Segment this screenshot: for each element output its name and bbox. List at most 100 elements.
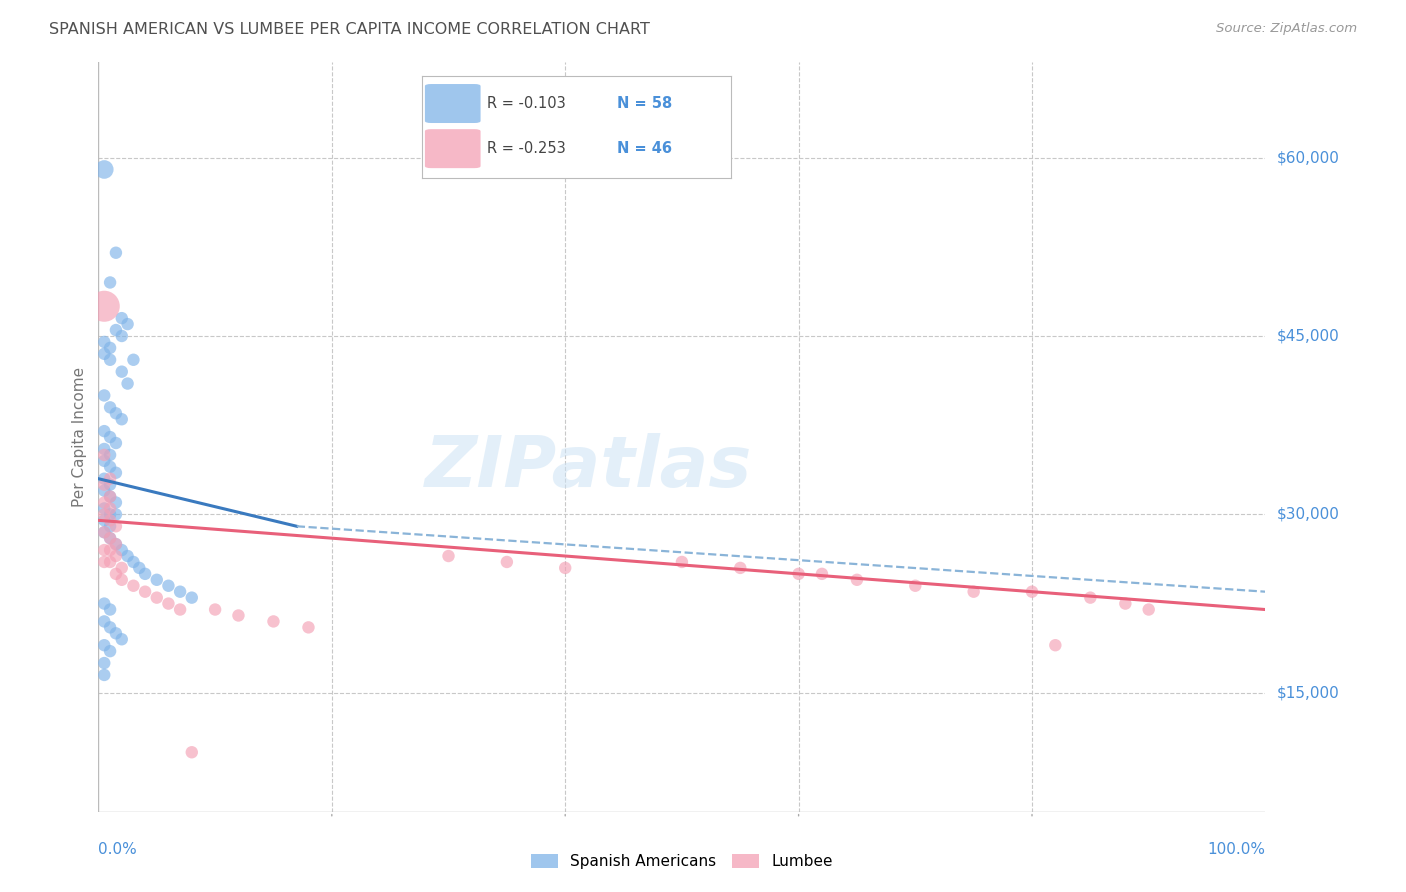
- Point: [111, 573, 134, 587]
- Point: [104, 436, 127, 450]
- Point: [104, 519, 127, 533]
- Point: [98, 543, 121, 558]
- Point: [93, 525, 115, 540]
- Point: [98, 644, 121, 658]
- Point: [146, 591, 169, 605]
- Point: [93, 525, 115, 540]
- Point: [104, 323, 127, 337]
- Point: [671, 555, 693, 569]
- Text: $45,000: $45,000: [1277, 328, 1340, 343]
- Point: [169, 584, 191, 599]
- Point: [93, 615, 115, 629]
- Point: [98, 490, 121, 504]
- Point: [104, 406, 127, 420]
- Point: [98, 531, 121, 545]
- Point: [104, 537, 127, 551]
- Point: [98, 602, 121, 616]
- Point: [98, 448, 121, 462]
- Point: [811, 566, 834, 581]
- Point: [98, 555, 121, 569]
- Point: [98, 508, 121, 522]
- Point: [104, 495, 127, 509]
- Point: [180, 745, 202, 759]
- Point: [93, 483, 115, 498]
- Point: [93, 555, 115, 569]
- Point: [111, 329, 134, 343]
- Text: 100.0%: 100.0%: [1208, 842, 1265, 857]
- Point: [93, 638, 115, 652]
- Text: R = -0.103: R = -0.103: [486, 96, 565, 111]
- Point: [98, 620, 121, 634]
- Point: [1045, 638, 1067, 652]
- FancyBboxPatch shape: [425, 129, 481, 168]
- Point: [93, 448, 115, 462]
- Point: [93, 334, 115, 349]
- Point: [117, 317, 139, 331]
- Text: SPANISH AMERICAN VS LUMBEE PER CAPITA INCOME CORRELATION CHART: SPANISH AMERICAN VS LUMBEE PER CAPITA IN…: [49, 22, 650, 37]
- Legend: Spanish Americans, Lumbee: Spanish Americans, Lumbee: [524, 848, 839, 875]
- Point: [93, 543, 115, 558]
- Point: [111, 543, 134, 558]
- Point: [98, 490, 121, 504]
- Point: [104, 549, 127, 563]
- Point: [98, 477, 121, 491]
- Text: 0.0%: 0.0%: [98, 842, 138, 857]
- Point: [104, 245, 127, 260]
- Point: [1114, 597, 1136, 611]
- Point: [962, 584, 984, 599]
- Point: [111, 412, 134, 426]
- Point: [98, 352, 121, 367]
- Point: [134, 566, 156, 581]
- Point: [496, 555, 519, 569]
- Point: [111, 632, 134, 647]
- Text: $60,000: $60,000: [1277, 150, 1340, 165]
- Point: [93, 597, 115, 611]
- Point: [1137, 602, 1160, 616]
- Point: [93, 442, 115, 456]
- Point: [146, 573, 169, 587]
- Text: Source: ZipAtlas.com: Source: ZipAtlas.com: [1216, 22, 1357, 36]
- Point: [554, 561, 576, 575]
- Point: [93, 668, 115, 682]
- Point: [98, 472, 121, 486]
- Point: [98, 531, 121, 545]
- Text: N = 46: N = 46: [617, 141, 672, 156]
- Point: [93, 508, 115, 522]
- Point: [787, 566, 810, 581]
- Point: [93, 656, 115, 670]
- Point: [104, 466, 127, 480]
- Point: [117, 549, 139, 563]
- Point: [1021, 584, 1043, 599]
- Point: [157, 597, 180, 611]
- Y-axis label: Per Capita Income: Per Capita Income: [72, 367, 87, 508]
- Point: [93, 388, 115, 402]
- Point: [98, 401, 121, 415]
- Point: [93, 347, 115, 361]
- Point: [93, 495, 115, 509]
- Text: $15,000: $15,000: [1277, 685, 1340, 700]
- Point: [93, 501, 115, 516]
- Point: [180, 591, 202, 605]
- Point: [1080, 591, 1102, 605]
- Point: [93, 299, 115, 313]
- Point: [93, 513, 115, 527]
- Point: [93, 162, 115, 177]
- Point: [98, 341, 121, 355]
- Point: [122, 555, 145, 569]
- Point: [169, 602, 191, 616]
- Point: [122, 352, 145, 367]
- Point: [228, 608, 250, 623]
- FancyBboxPatch shape: [425, 84, 481, 123]
- Point: [128, 561, 150, 575]
- Point: [93, 454, 115, 468]
- Point: [98, 501, 121, 516]
- Point: [98, 459, 121, 474]
- Text: N = 58: N = 58: [617, 96, 672, 111]
- Point: [104, 537, 127, 551]
- Point: [104, 508, 127, 522]
- Point: [262, 615, 284, 629]
- Point: [98, 276, 121, 290]
- Point: [104, 626, 127, 640]
- Point: [157, 579, 180, 593]
- Point: [204, 602, 226, 616]
